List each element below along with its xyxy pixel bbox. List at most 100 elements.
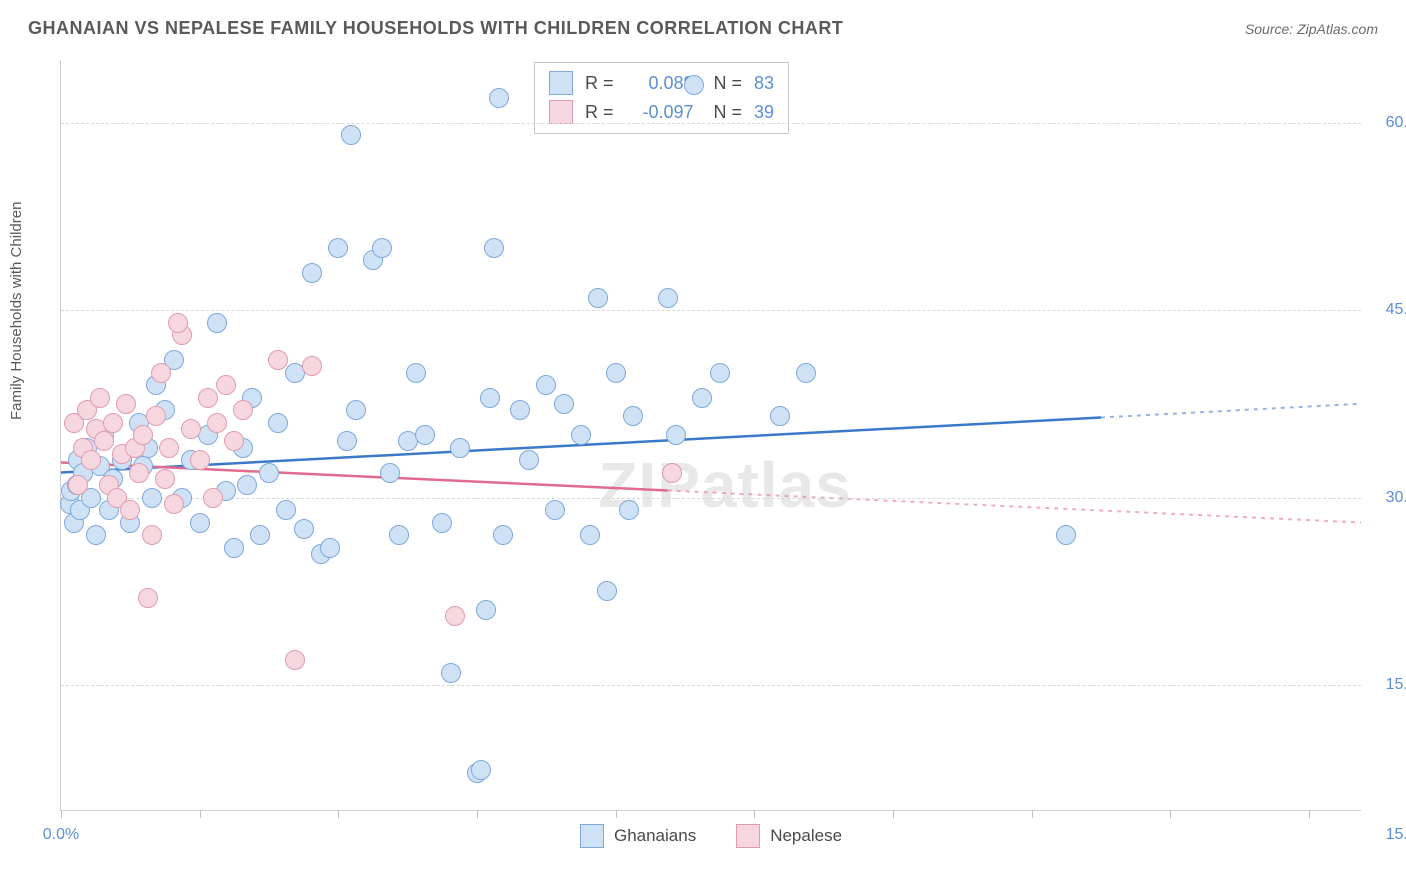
scatter-point — [536, 375, 556, 395]
scatter-point — [588, 288, 608, 308]
legend-label: Nepalese — [770, 826, 842, 846]
gridline — [61, 498, 1361, 499]
scatter-point — [181, 419, 201, 439]
scatter-point — [493, 525, 513, 545]
stat-n-label: N = — [714, 69, 743, 98]
legend-label: Ghanaians — [614, 826, 696, 846]
scatter-point — [151, 363, 171, 383]
scatter-point — [268, 413, 288, 433]
series-swatch — [549, 71, 573, 95]
scatter-point — [276, 500, 296, 520]
x-tick — [616, 810, 617, 818]
scatter-point — [133, 425, 153, 445]
x-tick — [1309, 810, 1310, 818]
scatter-point — [545, 500, 565, 520]
x-tick — [477, 810, 478, 818]
scatter-point — [142, 488, 162, 508]
scatter-point — [432, 513, 452, 533]
scatter-point — [86, 525, 106, 545]
scatter-point — [320, 538, 340, 558]
x-tick — [61, 810, 62, 818]
scatter-point — [372, 238, 392, 258]
scatter-point — [224, 538, 244, 558]
gridline — [61, 685, 1361, 686]
scatter-point — [302, 263, 322, 283]
scatter-point — [606, 363, 626, 383]
series-swatch — [549, 100, 573, 124]
scatter-point — [770, 406, 790, 426]
x-tick — [893, 810, 894, 818]
scatter-point — [662, 463, 682, 483]
scatter-point — [710, 363, 730, 383]
scatter-point — [142, 525, 162, 545]
scatter-point — [250, 525, 270, 545]
x-tick-label: 15.0% — [1371, 826, 1406, 844]
chart-legend: Ghanaians Nepalese — [580, 824, 842, 848]
scatter-point — [207, 413, 227, 433]
scatter-point — [168, 313, 188, 333]
scatter-point — [341, 125, 361, 145]
x-tick — [338, 810, 339, 818]
legend-swatch — [580, 824, 604, 848]
scatter-point — [159, 438, 179, 458]
y-tick-label: 45.0% — [1371, 301, 1406, 319]
scatter-point — [692, 388, 712, 408]
legend-item: Nepalese — [736, 824, 842, 848]
trend-lines — [61, 60, 1361, 810]
scatter-point — [658, 288, 678, 308]
scatter-point — [580, 525, 600, 545]
scatter-point — [380, 463, 400, 483]
y-tick-label: 30.0% — [1371, 489, 1406, 507]
scatter-point — [294, 519, 314, 539]
scatter-point — [207, 313, 227, 333]
scatter-point — [68, 475, 88, 495]
y-axis-label: Family Households with Children — [8, 202, 25, 420]
scatter-point — [684, 75, 704, 95]
scatter-point — [489, 88, 509, 108]
stat-r-label: R = — [585, 69, 614, 98]
scatter-point — [120, 500, 140, 520]
scatter-point — [203, 488, 223, 508]
scatter-point — [103, 413, 123, 433]
scatter-point — [415, 425, 435, 445]
scatter-point — [406, 363, 426, 383]
y-tick-label: 60.0% — [1371, 114, 1406, 132]
y-tick-label: 15.0% — [1371, 676, 1406, 694]
x-tick — [1032, 810, 1033, 818]
scatter-point — [94, 431, 114, 451]
scatter-point — [138, 588, 158, 608]
scatter-point — [571, 425, 591, 445]
source-label: Source: ZipAtlas.com — [1245, 21, 1378, 37]
scatter-point — [146, 406, 166, 426]
scatter-point — [224, 431, 244, 451]
x-tick — [754, 810, 755, 818]
scatter-point — [190, 513, 210, 533]
scatter-point — [450, 438, 470, 458]
scatter-chart: ZIPatlas R =0.089N =83R =-0.097N =39 Gha… — [60, 60, 1361, 811]
scatter-point — [268, 350, 288, 370]
scatter-point — [337, 431, 357, 451]
scatter-point — [480, 388, 500, 408]
scatter-point — [164, 494, 184, 514]
scatter-point — [116, 394, 136, 414]
scatter-point — [445, 606, 465, 626]
scatter-point — [346, 400, 366, 420]
scatter-point — [233, 400, 253, 420]
scatter-point — [155, 469, 175, 489]
scatter-point — [623, 406, 643, 426]
scatter-point — [81, 450, 101, 470]
scatter-point — [198, 388, 218, 408]
scatter-point — [519, 450, 539, 470]
scatter-point — [237, 475, 257, 495]
scatter-point — [666, 425, 686, 445]
scatter-point — [302, 356, 322, 376]
x-tick-label: 0.0% — [43, 826, 79, 844]
scatter-point — [1056, 525, 1076, 545]
legend-swatch — [736, 824, 760, 848]
scatter-point — [190, 450, 210, 470]
scatter-point — [510, 400, 530, 420]
scatter-point — [619, 500, 639, 520]
legend-item: Ghanaians — [580, 824, 696, 848]
scatter-point — [796, 363, 816, 383]
x-tick — [200, 810, 201, 818]
